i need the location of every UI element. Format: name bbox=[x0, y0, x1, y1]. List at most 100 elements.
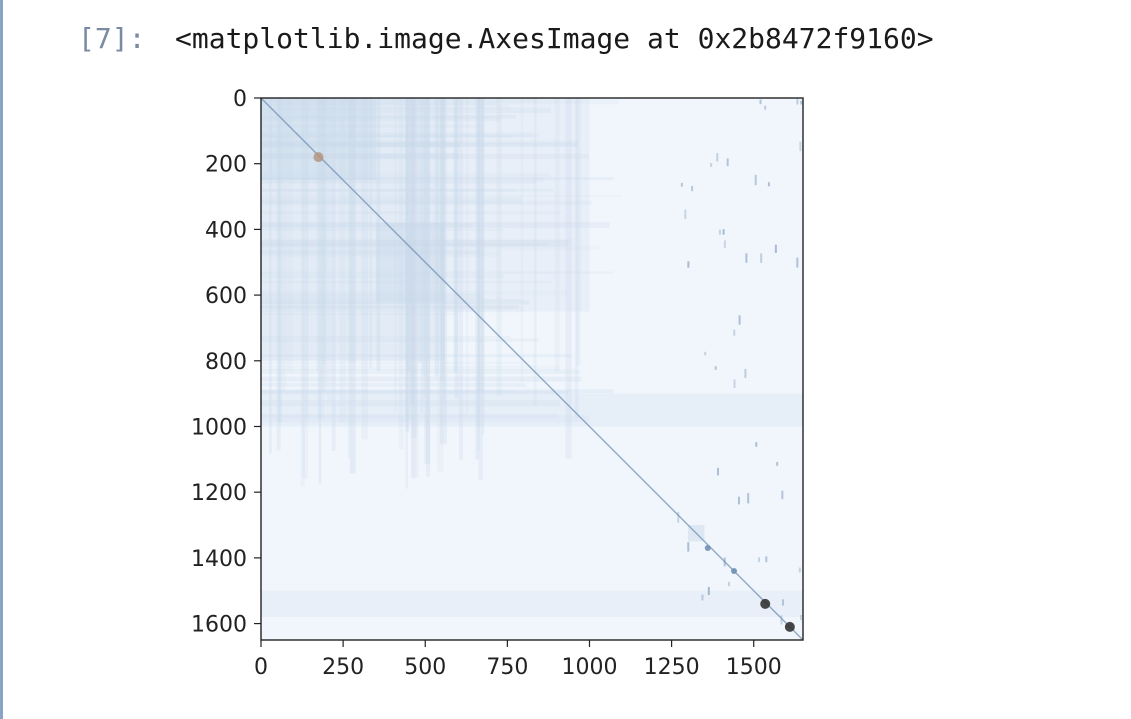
y-tick-label: 1000 bbox=[191, 415, 247, 440]
heatmap-streak-vertical bbox=[316, 98, 319, 372]
heatmap-block bbox=[261, 98, 376, 181]
heatmap-streak-horizontal bbox=[261, 354, 572, 358]
heatmap-streak-horizontal bbox=[261, 369, 581, 374]
heatmap-streak-horizontal bbox=[261, 197, 522, 204]
x-tick-label: 0 bbox=[254, 655, 268, 680]
heatmap-streak-horizontal bbox=[261, 306, 524, 313]
heatmap-streak-vertical bbox=[405, 98, 408, 489]
heatmap-streak-horizontal bbox=[261, 114, 516, 119]
heatmap-speck bbox=[767, 182, 770, 187]
heatmap-streak-horizontal bbox=[261, 382, 527, 387]
heatmap-streak-horizontal bbox=[261, 222, 473, 228]
y-tick-label: 800 bbox=[205, 350, 247, 375]
heatmap-speck bbox=[776, 461, 779, 466]
heatmap-streak-vertical bbox=[443, 98, 446, 404]
heatmap-streak-horizontal bbox=[261, 280, 552, 284]
heatmap-streak-vertical bbox=[394, 98, 398, 413]
heatmap-image bbox=[261, 98, 803, 640]
heatmap-streak-horizontal bbox=[261, 243, 549, 246]
heatmap-streak-horizontal bbox=[261, 141, 461, 148]
heatmap-streak-horizontal bbox=[261, 98, 539, 103]
heatmap-speck bbox=[745, 253, 748, 263]
heatmap-streak-vertical bbox=[318, 98, 322, 485]
heatmap-streak-horizontal bbox=[261, 188, 517, 193]
heatmap-streak-vertical bbox=[434, 98, 439, 377]
heatmap-speck bbox=[733, 379, 736, 388]
heatmap-streak-vertical bbox=[453, 98, 458, 373]
heatmap-streak-vertical bbox=[410, 98, 418, 438]
heatmap-speck bbox=[800, 100, 803, 105]
heatmap-streak-horizontal bbox=[261, 400, 560, 407]
heatmap-streak-horizontal bbox=[261, 228, 505, 231]
heatmap-streak-horizontal bbox=[261, 271, 613, 274]
heatmap-speck bbox=[707, 586, 710, 596]
heatmap-streak-horizontal bbox=[261, 200, 593, 205]
heatmap-speck bbox=[687, 261, 690, 268]
heatmap-streak-horizontal bbox=[261, 240, 569, 247]
heatmap-streak-vertical bbox=[424, 98, 430, 465]
heatmap-streak-vertical bbox=[454, 98, 459, 399]
heatmap-streak-horizontal bbox=[261, 389, 515, 394]
heatmap-streak-vertical bbox=[565, 98, 572, 459]
heatmap-streak-horizontal bbox=[261, 361, 526, 365]
heatmap-streak-vertical bbox=[418, 98, 423, 362]
heatmap-streak-horizontal bbox=[261, 338, 539, 342]
heatmap-streak-vertical bbox=[477, 98, 485, 391]
heatmap-streak-horizontal bbox=[261, 300, 529, 305]
heatmap-streak-horizontal bbox=[261, 107, 551, 114]
heatmap-streak-vertical bbox=[322, 98, 326, 365]
heatmap-streak-horizontal bbox=[261, 250, 484, 255]
heatmap-speck bbox=[684, 209, 687, 219]
heatmap-speck bbox=[799, 614, 802, 621]
heatmap-streak-horizontal bbox=[261, 176, 614, 181]
cell-prompt: [7]: bbox=[78, 22, 146, 55]
output-text: <matplotlib.image.AxesImage at 0x2b8472f… bbox=[175, 22, 934, 55]
heatmap-streak-vertical bbox=[576, 98, 581, 366]
heatmap-speck bbox=[677, 511, 680, 523]
heatmap-streak-horizontal bbox=[261, 181, 536, 184]
heatmap-streak-vertical bbox=[410, 98, 416, 480]
heatmap-speck bbox=[691, 185, 694, 192]
heatmap-streak-horizontal bbox=[261, 336, 511, 339]
heatmap-streak-vertical bbox=[496, 98, 502, 396]
heatmap-speck bbox=[781, 490, 784, 500]
heatmap-streak-vertical bbox=[269, 98, 272, 454]
heatmap-speck bbox=[738, 315, 741, 325]
heatmap-streak-vertical bbox=[409, 98, 415, 406]
heatmap-block bbox=[444, 98, 590, 312]
heatmap-streak-vertical bbox=[331, 98, 336, 451]
heatmap-streak-horizontal bbox=[261, 413, 559, 418]
heatmap-streak-vertical bbox=[305, 98, 309, 420]
heatmap-streak-vertical bbox=[574, 98, 579, 419]
heatmap-speck bbox=[716, 153, 719, 162]
heatmap-streak-horizontal bbox=[261, 188, 555, 192]
heatmap-streak-vertical bbox=[321, 98, 327, 392]
heatmap-hotspot bbox=[784, 621, 795, 632]
heatmap-speck bbox=[680, 182, 683, 187]
heatmap-streak-horizontal bbox=[261, 238, 574, 245]
heatmap-streak-horizontal bbox=[261, 152, 459, 160]
heatmap-speck bbox=[799, 141, 802, 152]
heatmap-streak-horizontal bbox=[261, 139, 578, 147]
heatmap-streak-horizontal bbox=[261, 153, 589, 159]
heatmap-block bbox=[261, 393, 803, 427]
heatmap-streak-vertical bbox=[376, 98, 381, 372]
heatmap-streak-vertical bbox=[422, 98, 427, 376]
heatmap-speck bbox=[765, 556, 768, 563]
heatmap-streak-horizontal bbox=[261, 415, 590, 422]
heatmap-streak-vertical bbox=[405, 98, 410, 432]
heatmap-speck bbox=[774, 244, 777, 253]
heatmap-speck bbox=[755, 442, 758, 447]
heatmap-streak-vertical bbox=[440, 98, 445, 381]
heatmap-streak-vertical bbox=[420, 98, 424, 414]
heatmap-hotspot bbox=[731, 568, 738, 575]
heatmap-speck bbox=[687, 542, 690, 552]
heatmap-streak-vertical bbox=[349, 98, 356, 474]
x-tick-label: 250 bbox=[322, 655, 364, 680]
heatmap-streak-horizontal bbox=[261, 250, 500, 257]
heatmap-speck bbox=[754, 174, 757, 186]
heatmap-streak-vertical bbox=[440, 98, 447, 445]
heatmap-streak-vertical bbox=[478, 98, 483, 480]
heatmap-streak-horizontal bbox=[261, 245, 600, 250]
heatmap-streak-horizontal bbox=[261, 293, 482, 300]
